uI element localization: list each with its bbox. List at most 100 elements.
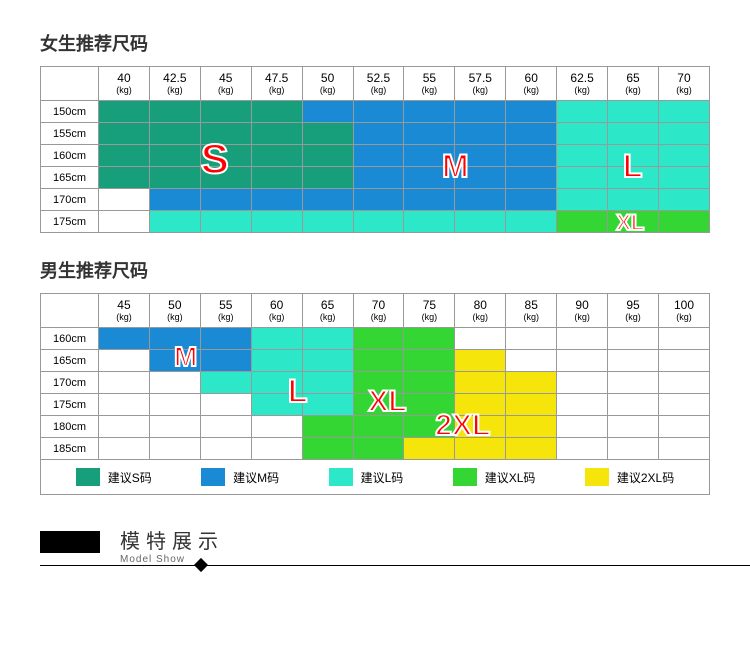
weight-header: 52.5(kg) [353, 67, 404, 101]
size-cell [353, 189, 404, 211]
size-cell [99, 328, 150, 350]
weight-header: 42.5(kg) [149, 67, 200, 101]
size-cell [251, 145, 302, 167]
size-cell [302, 211, 353, 233]
size-cell [200, 416, 251, 438]
size-cell [557, 328, 608, 350]
male-table-wrap: 45(kg)50(kg)55(kg)60(kg)65(kg)70(kg)75(k… [40, 293, 710, 460]
legend-swatch [585, 468, 609, 486]
weight-header: 47.5(kg) [251, 67, 302, 101]
size-cell [557, 123, 608, 145]
size-cell [200, 372, 251, 394]
weight-header: 65(kg) [302, 294, 353, 328]
size-cell [251, 167, 302, 189]
size-cell [506, 123, 557, 145]
size-cell [608, 211, 659, 233]
size-cell [99, 211, 150, 233]
size-cell [455, 438, 506, 460]
legend-label: 建议M码 [233, 469, 279, 486]
size-cell [149, 438, 200, 460]
size-cell [658, 394, 709, 416]
size-cell [99, 101, 150, 123]
size-cell [557, 372, 608, 394]
size-cell [658, 372, 709, 394]
size-cell [149, 101, 200, 123]
weight-header: 55(kg) [200, 294, 251, 328]
size-cell [149, 167, 200, 189]
size-cell [302, 394, 353, 416]
weight-header: 60(kg) [251, 294, 302, 328]
size-cell [506, 394, 557, 416]
legend-label: 建议2XL码 [617, 469, 674, 486]
legend-swatch [453, 468, 477, 486]
size-cell [557, 145, 608, 167]
size-cell [251, 350, 302, 372]
size-cell [200, 211, 251, 233]
size-cell [302, 189, 353, 211]
size-cell [353, 167, 404, 189]
weight-header: 65(kg) [608, 67, 659, 101]
size-cell [658, 189, 709, 211]
size-cell [200, 167, 251, 189]
size-cell [404, 372, 455, 394]
size-cell [557, 211, 608, 233]
size-cell [455, 167, 506, 189]
female-table-wrap: 40(kg)42.5(kg)45(kg)47.5(kg)50(kg)52.5(k… [40, 66, 710, 233]
size-cell [404, 416, 455, 438]
size-cell [608, 372, 659, 394]
height-header: 185cm [41, 438, 99, 460]
size-cell [608, 438, 659, 460]
size-cell [658, 328, 709, 350]
size-cell [608, 167, 659, 189]
weight-header: 80(kg) [455, 294, 506, 328]
legend-item-S: 建议S码 [76, 468, 152, 486]
size-cell [149, 328, 200, 350]
height-header: 170cm [41, 189, 99, 211]
legend-swatch [329, 468, 353, 486]
weight-header: 95(kg) [608, 294, 659, 328]
size-cell [557, 101, 608, 123]
size-cell [149, 145, 200, 167]
size-cell [353, 372, 404, 394]
size-cell [302, 123, 353, 145]
size-cell [658, 211, 709, 233]
size-cell [658, 145, 709, 167]
size-cell [99, 167, 150, 189]
size-cell [149, 123, 200, 145]
size-cell [658, 350, 709, 372]
size-cell [251, 438, 302, 460]
size-cell [455, 328, 506, 350]
size-cell [353, 328, 404, 350]
size-cell [302, 350, 353, 372]
size-cell [455, 372, 506, 394]
size-cell [302, 328, 353, 350]
weight-header: 75(kg) [404, 294, 455, 328]
size-cell [302, 372, 353, 394]
size-cell [506, 438, 557, 460]
size-cell [302, 167, 353, 189]
size-cell [608, 145, 659, 167]
size-cell [455, 350, 506, 372]
size-cell [404, 167, 455, 189]
size-cell [99, 123, 150, 145]
height-header: 155cm [41, 123, 99, 145]
size-cell [658, 167, 709, 189]
weight-header: 70(kg) [353, 294, 404, 328]
female-size-table: 40(kg)42.5(kg)45(kg)47.5(kg)50(kg)52.5(k… [40, 66, 710, 233]
legend-label: 建议S码 [108, 469, 152, 486]
weight-header: 100(kg) [658, 294, 709, 328]
size-cell [200, 101, 251, 123]
size-cell [557, 438, 608, 460]
size-cell [404, 101, 455, 123]
size-cell [506, 328, 557, 350]
size-cell [658, 123, 709, 145]
size-cell [200, 145, 251, 167]
footer: 模特展示 Model Show [40, 525, 710, 575]
size-cell [455, 416, 506, 438]
size-cell [608, 123, 659, 145]
legend: 建议S码建议M码建议L码建议XL码建议2XL码 [40, 460, 710, 495]
size-cell [251, 394, 302, 416]
size-cell [149, 372, 200, 394]
size-cell [506, 167, 557, 189]
weight-header: 57.5(kg) [455, 67, 506, 101]
